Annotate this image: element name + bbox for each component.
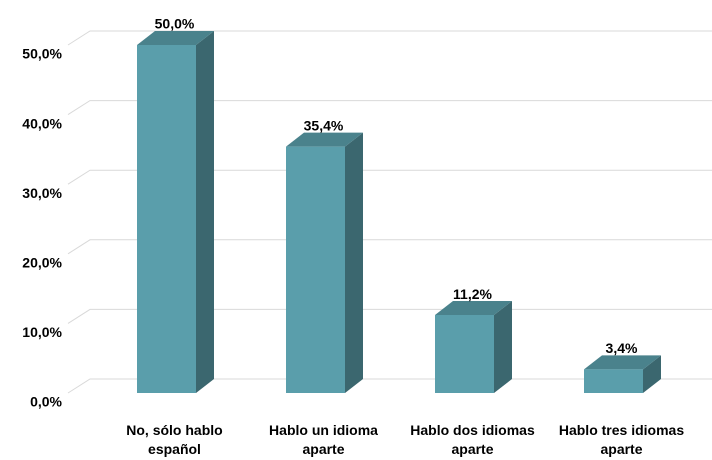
bar-top [435, 301, 512, 316]
bar-front [584, 369, 643, 393]
y-tick-label: 40,0% [22, 115, 62, 131]
bar-side [643, 355, 661, 393]
bar-side [494, 301, 512, 393]
y-tick-label: 20,0% [22, 255, 62, 271]
bar-front [286, 146, 345, 393]
bar [435, 301, 512, 393]
bar [286, 132, 363, 393]
bar-front [435, 315, 494, 393]
bar-side [345, 132, 363, 393]
grid-line [67, 169, 712, 185]
x-tick-label: Hablo dos idiomas aparte [410, 422, 535, 457]
value-label: 3,4% [606, 340, 638, 356]
bar-side [196, 31, 214, 393]
bar-front [137, 45, 196, 393]
x-tick-label: Hablo un idioma aparte [269, 422, 378, 457]
y-tick-label: 50,0% [22, 46, 62, 62]
grid-line [67, 30, 712, 46]
grid-line [67, 239, 712, 255]
value-label: 35,4% [304, 117, 344, 133]
bar-top [584, 355, 661, 370]
x-tick-label: Hablo tres idiomas aparte [558, 422, 685, 457]
grid-line [67, 100, 712, 116]
value-label: 11,2% [453, 286, 492, 302]
bar [584, 355, 661, 393]
y-tick-label: 10,0% [22, 324, 62, 340]
bar [137, 31, 214, 393]
bar-top [137, 31, 214, 45]
y-tick-label: 0,0% [30, 394, 62, 410]
y-tick-label: 30,0% [22, 185, 62, 201]
x-tick-label: No, sólo hablo español [126, 422, 223, 457]
bar-top [286, 132, 363, 147]
value-label: 50,0% [155, 16, 195, 32]
